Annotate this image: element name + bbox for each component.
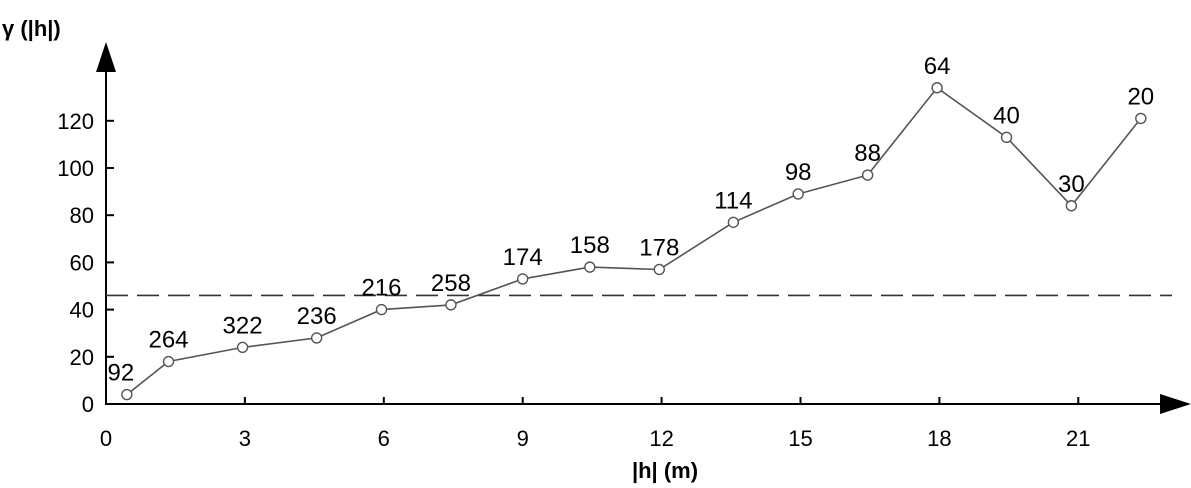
data-point bbox=[375, 303, 388, 316]
data-label: 216 bbox=[361, 275, 401, 302]
data-point bbox=[931, 82, 943, 94]
data-point bbox=[517, 273, 529, 285]
data-point bbox=[1065, 200, 1078, 212]
data-label: 174 bbox=[503, 244, 543, 271]
x-tick-label: 18 bbox=[927, 426, 951, 451]
x-axis-arrow bbox=[1160, 394, 1191, 414]
data-label: 98 bbox=[785, 159, 812, 186]
y-axis-arrow bbox=[96, 42, 116, 72]
data-label: 236 bbox=[297, 303, 337, 330]
y-tick-label: 20 bbox=[70, 345, 94, 370]
data-label: 88 bbox=[854, 140, 881, 167]
data-point bbox=[162, 355, 175, 368]
x-tick-label: 21 bbox=[1066, 426, 1090, 451]
x-tick-label: 12 bbox=[649, 426, 673, 451]
data-point bbox=[310, 332, 323, 344]
x-tick-label: 0 bbox=[100, 426, 112, 451]
data-label: 264 bbox=[148, 327, 188, 354]
x-tick-label: 15 bbox=[788, 426, 812, 451]
data-label: 178 bbox=[639, 234, 679, 261]
series-line bbox=[126, 86, 1142, 396]
y-ticks: 0 20 40 60 80 100 120 bbox=[57, 109, 114, 417]
data-point bbox=[121, 388, 133, 401]
data-label: 64 bbox=[924, 53, 951, 80]
x-ticks: 0 3 6 9 12 15 18 21 bbox=[100, 397, 1091, 451]
data-label: 322 bbox=[223, 312, 263, 339]
y-tick-label: 0 bbox=[82, 392, 94, 417]
data-points bbox=[121, 82, 1147, 401]
data-label: 20 bbox=[1127, 83, 1154, 110]
data-point bbox=[236, 341, 249, 354]
data-labels: 92 264 322 236 216 258 174 158 178 114 98 88 64 40 30 2… bbox=[107, 53, 1154, 387]
data-label: 92 bbox=[107, 360, 134, 387]
y-tick-label: 60 bbox=[70, 250, 94, 275]
data-label: 30 bbox=[1058, 171, 1085, 198]
y-tick-label: 100 bbox=[57, 156, 94, 181]
data-point bbox=[1000, 131, 1013, 144]
x-axis-title: |h| (m) bbox=[632, 458, 698, 483]
data-point bbox=[584, 261, 596, 273]
y-tick-label: 80 bbox=[70, 203, 94, 228]
data-point bbox=[653, 263, 665, 276]
data-point bbox=[1135, 112, 1147, 125]
data-label: 40 bbox=[993, 102, 1020, 129]
y-tick-label: 120 bbox=[57, 109, 94, 134]
data-point bbox=[727, 216, 740, 228]
data-point bbox=[445, 299, 457, 311]
x-tick-label: 6 bbox=[378, 426, 390, 451]
x-tick-label: 3 bbox=[239, 426, 251, 451]
data-label: 114 bbox=[714, 187, 752, 214]
data-label: 258 bbox=[431, 270, 471, 297]
axes bbox=[96, 42, 1191, 414]
data-point bbox=[861, 169, 874, 181]
x-tick-label: 9 bbox=[517, 426, 529, 451]
y-tick-label: 40 bbox=[70, 298, 94, 323]
y-axis-title: γ (|h|) bbox=[2, 16, 61, 41]
data-point bbox=[792, 188, 804, 200]
data-label: 158 bbox=[570, 232, 610, 259]
